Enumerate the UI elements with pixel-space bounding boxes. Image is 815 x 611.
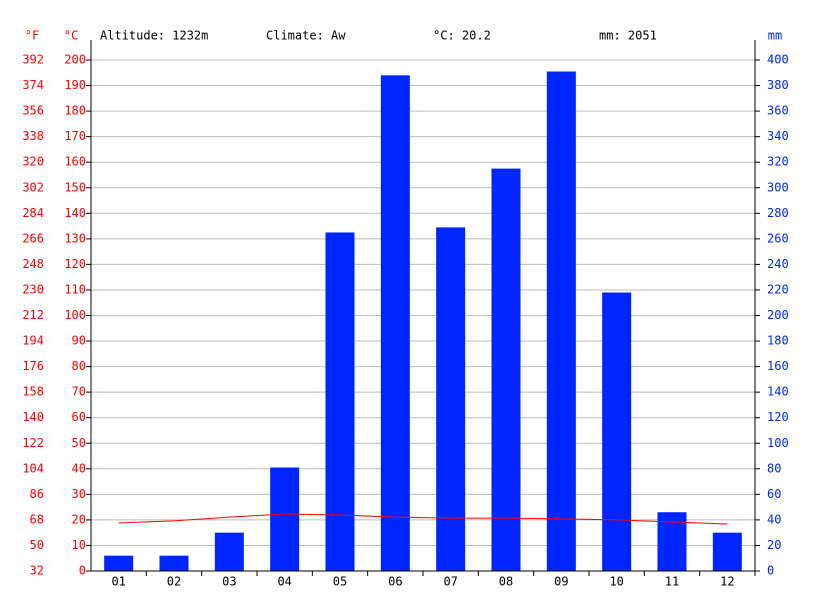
y-tick-label: 120: [64, 257, 86, 271]
y2-tick-label: 340: [767, 129, 789, 143]
bar: [325, 232, 355, 571]
bar: [436, 227, 466, 572]
fahrenheit-unit: °F: [25, 29, 39, 43]
climate: Climate: Aw: [266, 29, 346, 43]
y2-tick-label: 180: [767, 334, 789, 348]
fahrenheit-tick-label: 176: [22, 359, 44, 373]
y-tick-label: 80: [72, 359, 86, 373]
fahrenheit-tick-label: 32: [30, 564, 44, 578]
x-tick-label: 11: [665, 575, 679, 589]
y-tick-label: 140: [64, 206, 86, 220]
y-tick-label: 200: [64, 53, 86, 67]
bar: [214, 532, 244, 571]
y-tick-label: 190: [64, 78, 86, 92]
x-tick-label: 09: [554, 575, 568, 589]
fahrenheit-tick-label: 284: [22, 206, 44, 220]
fahrenheit-tick-label: 50: [30, 538, 44, 552]
fahrenheit-tick-label: 230: [22, 282, 44, 296]
y2-tick-label: 0: [767, 564, 774, 578]
celsius-unit: °C: [64, 29, 78, 43]
x-tick-label: 02: [167, 575, 181, 589]
y-tick-label: 30: [72, 487, 86, 501]
y2-tick-label: 240: [767, 257, 789, 271]
mean-temperature: °C: 20.2: [433, 29, 491, 43]
y2-tick-label: 300: [767, 180, 789, 194]
y2-tick-label: 120: [767, 410, 789, 424]
x-tick-label: 05: [333, 575, 347, 589]
y2-tick-label: 20: [767, 538, 781, 552]
bar: [657, 512, 687, 571]
y-tick-label: 100: [64, 308, 86, 322]
y-tick-label: 70: [72, 385, 86, 399]
y2-tick-label: 140: [767, 385, 789, 399]
y-tick-label: 60: [72, 410, 86, 424]
fahrenheit-tick-label: 212: [22, 308, 44, 322]
fahrenheit-tick-label: 392: [22, 53, 44, 67]
y2-tick-label: 40: [767, 512, 781, 526]
bar: [491, 168, 521, 571]
y-tick-label: 150: [64, 180, 86, 194]
fahrenheit-tick-label: 140: [22, 410, 44, 424]
precipitation-unit: mm: [768, 29, 782, 43]
y-tick-label: 40: [72, 461, 86, 475]
bar: [270, 467, 300, 571]
x-tick-label: 03: [222, 575, 236, 589]
y-tick-label: 50: [72, 436, 86, 450]
fahrenheit-tick-label: 338: [22, 129, 44, 143]
x-tick-label: 12: [720, 575, 734, 589]
y2-tick-label: 280: [767, 206, 789, 220]
fahrenheit-tick-label: 104: [22, 461, 44, 475]
bar: [159, 555, 189, 571]
x-tick-label: 10: [609, 575, 623, 589]
fahrenheit-tick-label: 374: [22, 78, 44, 92]
bar: [104, 555, 134, 571]
fahrenheit-tick-label: 266: [22, 231, 44, 245]
x-tick-label: 08: [499, 575, 513, 589]
total-precipitation: mm: 2051: [599, 29, 657, 43]
fahrenheit-tick-label: 356: [22, 104, 44, 118]
x-tick-label: 04: [277, 575, 291, 589]
y2-tick-label: 200: [767, 308, 789, 322]
y2-tick-label: 320: [767, 155, 789, 169]
x-tick-label: 01: [111, 575, 125, 589]
fahrenheit-tick-label: 194: [22, 334, 44, 348]
y-tick-label: 130: [64, 231, 86, 245]
y-tick-label: 180: [64, 104, 86, 118]
y-tick-label: 20: [72, 512, 86, 526]
fahrenheit-tick-label: 158: [22, 385, 44, 399]
y2-tick-label: 160: [767, 359, 789, 373]
x-tick-label: 07: [443, 575, 457, 589]
y2-tick-label: 80: [767, 461, 781, 475]
y2-tick-label: 380: [767, 78, 789, 92]
fahrenheit-tick-label: 86: [30, 487, 44, 501]
y2-tick-label: 60: [767, 487, 781, 501]
y2-tick-label: 360: [767, 104, 789, 118]
y2-tick-label: 400: [767, 53, 789, 67]
x-tick-label: 06: [388, 575, 402, 589]
y2-tick-label: 220: [767, 282, 789, 296]
y2-tick-label: 100: [767, 436, 789, 450]
altitude: Altitude: 1232m: [100, 29, 208, 43]
temperature-line: [118, 513, 728, 525]
bar: [546, 71, 576, 571]
y-tick-label: 90: [72, 334, 86, 348]
bar: [380, 75, 410, 571]
y-tick-label: 10: [72, 538, 86, 552]
y-tick-label: 160: [64, 155, 86, 169]
bar: [712, 532, 742, 571]
fahrenheit-tick-label: 320: [22, 155, 44, 169]
y-tick-label: 110: [64, 282, 86, 296]
fahrenheit-tick-label: 68: [30, 512, 44, 526]
y-tick-label: 0: [79, 564, 86, 578]
fahrenheit-tick-label: 122: [22, 436, 44, 450]
fahrenheit-tick-label: 248: [22, 257, 44, 271]
y2-tick-label: 260: [767, 231, 789, 245]
fahrenheit-tick-label: 302: [22, 180, 44, 194]
y-tick-label: 170: [64, 129, 86, 143]
bar: [602, 292, 632, 571]
